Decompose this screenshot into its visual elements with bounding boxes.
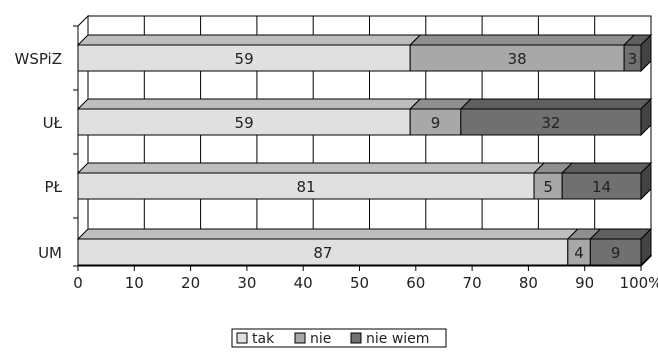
bar-segment-tak [77, 108, 411, 136]
data-label: 81 [296, 178, 315, 196]
data-label: 9 [611, 244, 621, 262]
bar-segment-nie-wiem [561, 172, 642, 200]
bar-top-face [76, 228, 580, 240]
legend-swatch [350, 332, 362, 344]
bar-segment-nie [533, 172, 563, 200]
x-tick-label: 90 [575, 274, 594, 292]
data-label: 59 [235, 50, 254, 68]
bar-top-face [76, 34, 422, 46]
legend-label: nie [310, 331, 331, 347]
category-label: UM [38, 244, 62, 262]
x-tick-label: 50 [350, 274, 369, 292]
x-tick-label: 20 [181, 274, 200, 292]
category-label: UŁ [43, 114, 63, 132]
legend-label: tak [252, 331, 275, 347]
x-tick-label: 10 [125, 274, 144, 292]
legend-box [231, 328, 447, 348]
x-tick-label: 30 [237, 274, 256, 292]
bar-segment-tak [77, 238, 569, 266]
bar-top-face [76, 98, 422, 110]
x-tick-label: 80 [519, 274, 538, 292]
bar-side-face [640, 227, 652, 267]
data-label: 38 [508, 50, 527, 68]
bar-side-face [640, 33, 652, 73]
bar-top-face [459, 98, 653, 110]
legend-swatch [236, 332, 248, 344]
bar-side-face [640, 97, 652, 137]
bar-segment-tak [77, 44, 411, 72]
x-tick-label: 100% [620, 274, 658, 292]
x-tick-label: 70 [463, 274, 482, 292]
bar-segment-nie-wiem [460, 108, 642, 136]
data-label: 4 [574, 244, 584, 262]
data-label: 59 [235, 114, 254, 132]
bar-top-face [408, 34, 636, 46]
legend-swatch [294, 332, 306, 344]
data-label: 5 [543, 178, 553, 196]
data-label: 87 [313, 244, 332, 262]
x-tick-label: 60 [406, 274, 425, 292]
legend: tak nie nie wiem [231, 328, 447, 348]
x-tick-label: 40 [294, 274, 313, 292]
bar-side-face [640, 161, 652, 201]
category-label: WSPiZ [14, 50, 62, 68]
legend-label: nie wiem [366, 331, 429, 347]
floor-gridline [640, 255, 652, 267]
bar-top-face [76, 162, 546, 174]
data-label: 3 [628, 50, 638, 68]
data-label: 9 [431, 114, 441, 132]
data-label: 14 [592, 178, 611, 196]
bar-segment-nie-wiem [589, 238, 642, 266]
bar-segment-tak [77, 172, 535, 200]
bar-top-face [560, 162, 653, 174]
bar-segment-nie [409, 44, 625, 72]
category-label: PŁ [45, 178, 63, 196]
x-tick-label: 0 [73, 274, 83, 292]
data-label: 32 [541, 114, 560, 132]
